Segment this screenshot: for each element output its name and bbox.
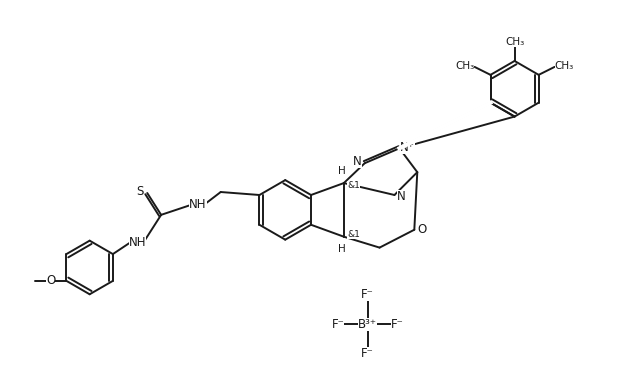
Text: F⁻: F⁻ [361, 288, 374, 301]
Text: CH₃: CH₃ [505, 37, 524, 47]
Text: &1: &1 [347, 230, 360, 239]
Text: H: H [338, 244, 346, 254]
Text: NH: NH [189, 198, 207, 211]
Text: N: N [353, 155, 362, 168]
Text: CH₃: CH₃ [455, 61, 474, 71]
Text: O: O [418, 223, 427, 236]
Text: N⁺: N⁺ [400, 141, 415, 154]
Text: NH: NH [129, 236, 147, 249]
Text: CH₃: CH₃ [555, 61, 574, 71]
Text: F⁻: F⁻ [391, 317, 404, 331]
Text: &1: &1 [347, 180, 360, 190]
Text: F⁻: F⁻ [331, 317, 345, 331]
Text: O: O [46, 274, 55, 288]
Text: F⁻: F⁻ [361, 347, 374, 360]
Text: N: N [397, 191, 406, 203]
Text: B³⁺: B³⁺ [358, 317, 377, 331]
Text: S: S [137, 185, 144, 197]
Text: H: H [338, 166, 346, 176]
